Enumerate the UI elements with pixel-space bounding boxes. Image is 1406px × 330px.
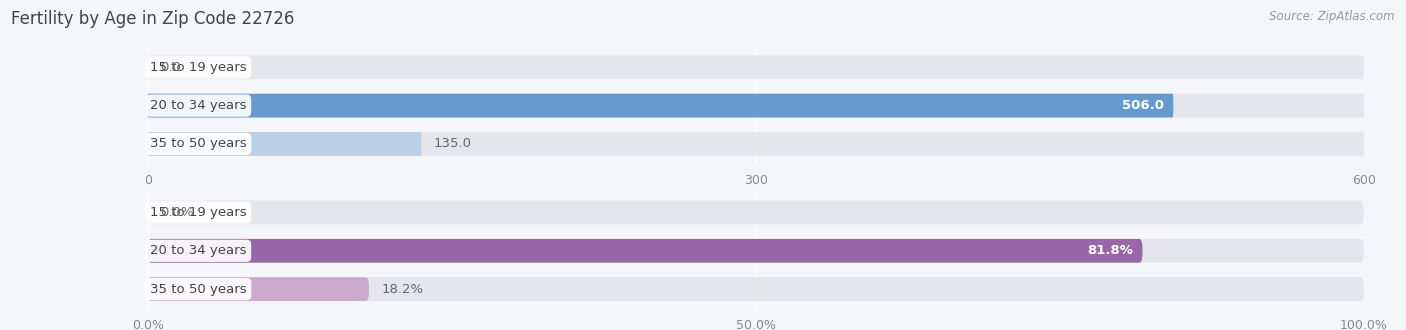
Text: 15 to 19 years: 15 to 19 years xyxy=(150,61,246,74)
FancyBboxPatch shape xyxy=(148,201,1364,224)
Text: Fertility by Age in Zip Code 22726: Fertility by Age in Zip Code 22726 xyxy=(11,10,295,28)
FancyBboxPatch shape xyxy=(148,277,368,301)
Text: 35 to 50 years: 35 to 50 years xyxy=(150,282,246,296)
FancyBboxPatch shape xyxy=(148,277,1364,301)
Text: 20 to 34 years: 20 to 34 years xyxy=(150,244,246,257)
FancyBboxPatch shape xyxy=(148,55,1364,79)
Text: 0.0%: 0.0% xyxy=(160,206,193,219)
FancyBboxPatch shape xyxy=(148,239,1364,263)
FancyBboxPatch shape xyxy=(148,132,422,156)
FancyBboxPatch shape xyxy=(148,94,1173,117)
Text: Source: ZipAtlas.com: Source: ZipAtlas.com xyxy=(1270,10,1395,23)
Text: 506.0: 506.0 xyxy=(1122,99,1164,112)
FancyBboxPatch shape xyxy=(148,132,1364,156)
Text: 15 to 19 years: 15 to 19 years xyxy=(150,206,246,219)
Text: 20 to 34 years: 20 to 34 years xyxy=(150,99,246,112)
Text: 81.8%: 81.8% xyxy=(1087,244,1133,257)
FancyBboxPatch shape xyxy=(148,94,1364,117)
Text: 35 to 50 years: 35 to 50 years xyxy=(150,137,246,150)
Text: 135.0: 135.0 xyxy=(433,137,471,150)
Text: 0.0: 0.0 xyxy=(160,61,180,74)
Text: 18.2%: 18.2% xyxy=(381,282,423,296)
FancyBboxPatch shape xyxy=(148,239,1143,263)
